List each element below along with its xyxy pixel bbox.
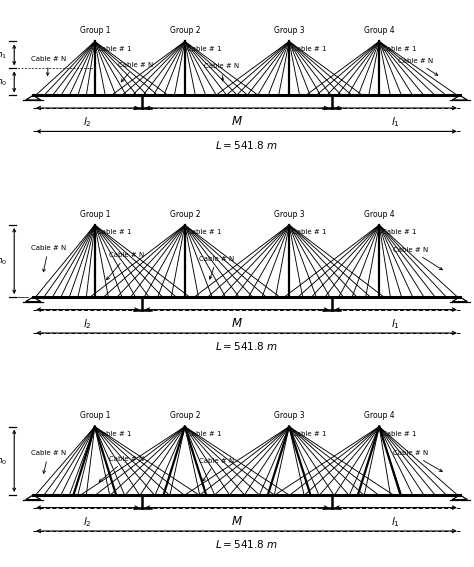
Text: Cable # 1: Cable # 1 xyxy=(97,230,132,235)
Text: Cable # N: Cable # N xyxy=(199,256,234,279)
Text: Group 3: Group 3 xyxy=(274,210,304,219)
Text: Cable # 1: Cable # 1 xyxy=(382,431,416,437)
Text: $l_2$: $l_2$ xyxy=(83,317,92,331)
Text: Group 1: Group 1 xyxy=(80,411,110,420)
Text: Cable # N: Cable # N xyxy=(118,62,154,82)
Text: Cable # 1: Cable # 1 xyxy=(187,230,222,235)
Text: $h_1$: $h_1$ xyxy=(0,49,7,61)
Text: Cable # N: Cable # N xyxy=(31,245,66,272)
Text: Cable # 1: Cable # 1 xyxy=(382,230,416,235)
Text: $M$: $M$ xyxy=(231,515,243,528)
Text: Cable # N: Cable # N xyxy=(199,458,234,481)
Text: Cable # 1: Cable # 1 xyxy=(97,431,132,437)
Text: Group 4: Group 4 xyxy=(364,26,394,35)
Text: Group 3: Group 3 xyxy=(274,26,304,35)
Text: $l_1$: $l_1$ xyxy=(392,317,400,331)
Text: Group 2: Group 2 xyxy=(170,210,200,219)
Text: $L = 541.8\ m$: $L = 541.8\ m$ xyxy=(215,138,278,151)
Text: $L = 541.8\ m$: $L = 541.8\ m$ xyxy=(215,340,278,352)
Text: Cable # 1: Cable # 1 xyxy=(97,46,132,52)
Text: $l_2$: $l_2$ xyxy=(83,515,92,528)
Text: Cable # N: Cable # N xyxy=(398,58,438,75)
Text: Cable # N: Cable # N xyxy=(393,450,442,472)
Text: Cable # 1: Cable # 1 xyxy=(292,431,326,437)
Text: Group 3: Group 3 xyxy=(274,411,304,420)
Text: Cable # 1: Cable # 1 xyxy=(292,230,326,235)
Text: Cable # 1: Cable # 1 xyxy=(292,46,326,52)
Text: Cable # N: Cable # N xyxy=(393,247,442,270)
Text: Cable # N: Cable # N xyxy=(204,64,239,81)
Text: Cable # 1: Cable # 1 xyxy=(187,46,222,52)
Text: Group 2: Group 2 xyxy=(170,411,200,420)
Text: Cable # 1: Cable # 1 xyxy=(382,46,416,52)
Text: $M$: $M$ xyxy=(231,317,243,330)
Text: $l_1$: $l_1$ xyxy=(392,515,400,528)
Text: Group 4: Group 4 xyxy=(364,210,394,219)
Text: Group 1: Group 1 xyxy=(80,26,110,35)
Text: Group 2: Group 2 xyxy=(170,26,200,35)
Text: $h_0$: $h_0$ xyxy=(0,255,7,267)
Text: Group 4: Group 4 xyxy=(364,411,394,420)
Text: Cable # N: Cable # N xyxy=(99,456,144,482)
Text: $h_0$: $h_0$ xyxy=(0,75,7,88)
Text: Group 1: Group 1 xyxy=(80,210,110,219)
Text: Cable # N: Cable # N xyxy=(107,252,144,280)
Text: Cable # 1: Cable # 1 xyxy=(187,431,222,437)
Text: $l_2$: $l_2$ xyxy=(83,115,92,129)
Text: $L = 541.8\ m$: $L = 541.8\ m$ xyxy=(215,538,278,550)
Text: $M$: $M$ xyxy=(231,115,243,128)
Text: Cable # N: Cable # N xyxy=(31,56,66,75)
Text: Cable # N: Cable # N xyxy=(31,450,66,473)
Text: $l_1$: $l_1$ xyxy=(392,115,400,129)
Text: $h_0$: $h_0$ xyxy=(0,455,7,467)
